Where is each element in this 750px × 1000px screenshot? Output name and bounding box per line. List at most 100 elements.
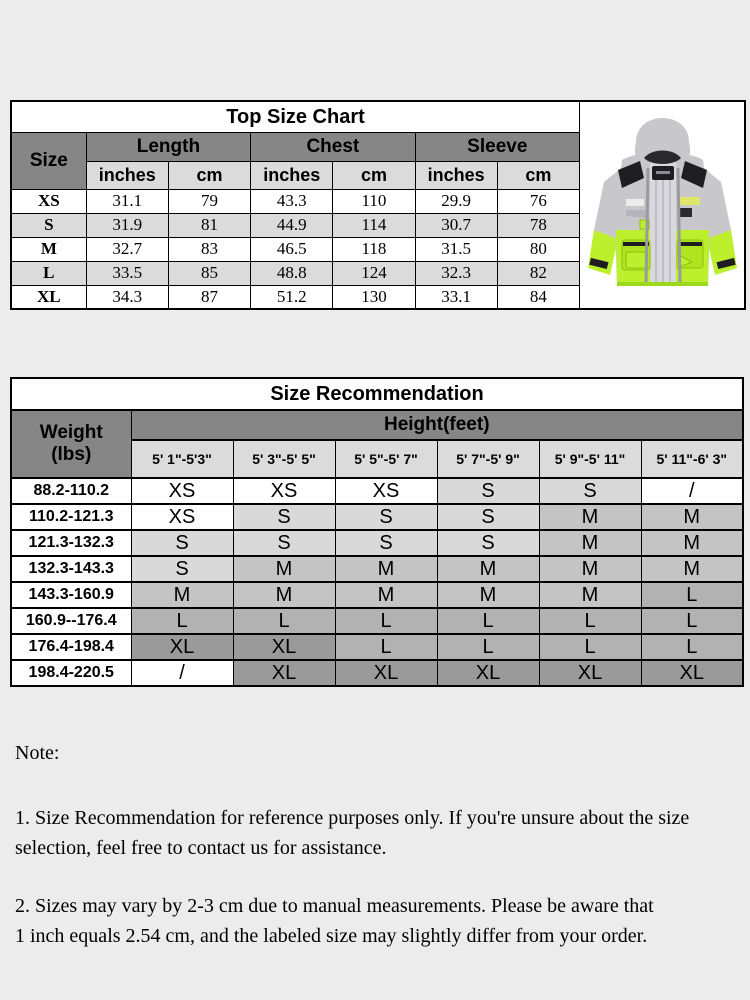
recommended-size: XL: [232, 633, 336, 661]
recommended-size: L: [640, 633, 744, 661]
value-cell: 33.5: [85, 260, 169, 286]
recommended-size: S: [232, 503, 336, 531]
recommended-size: /: [130, 659, 234, 687]
recommended-size: L: [538, 607, 642, 635]
recommended-size: S: [334, 503, 438, 531]
subheader-inches: inches: [250, 160, 334, 190]
subheader-cm: cm: [167, 160, 252, 190]
recommended-size: M: [538, 529, 642, 557]
recommended-size: L: [538, 633, 642, 661]
col-header-length: Length: [85, 132, 252, 162]
size-label: M: [10, 236, 87, 262]
notes-section: Note: 1. Size Recommendation for referen…: [15, 742, 737, 979]
recommended-size: S: [538, 477, 642, 505]
col-header-size: Size: [10, 132, 87, 190]
recommended-size: XS: [130, 503, 234, 531]
value-cell: 31.1: [85, 188, 169, 214]
size-label: L: [10, 260, 87, 286]
height-range: 5' 3"-5' 5": [232, 439, 336, 479]
recommended-size: XS: [334, 477, 438, 505]
subheader-inches: inches: [85, 160, 169, 190]
height-range: 5' 1"-5'3": [130, 439, 234, 479]
value-cell: 44.9: [250, 212, 334, 238]
recommended-size: XL: [436, 659, 540, 687]
height-range: 5' 5"-5' 7": [334, 439, 438, 479]
value-cell: 48.8: [250, 260, 334, 286]
recommended-size: L: [436, 607, 540, 635]
recommended-size: L: [334, 607, 438, 635]
recommended-size: L: [232, 607, 336, 635]
recommended-size: XL: [538, 659, 642, 687]
value-cell: 31.9: [85, 212, 169, 238]
value-cell: 82: [496, 260, 581, 286]
value-cell: 78: [496, 212, 581, 238]
value-cell: 87: [167, 284, 252, 310]
size-recommendation-table: Size Recommendation Weight (lbs) Height(…: [10, 377, 745, 687]
weight-range: 143.3-160.9: [10, 581, 132, 609]
value-cell: 84: [496, 284, 581, 310]
recommended-size: XS: [130, 477, 234, 505]
recommended-size: XL: [232, 659, 336, 687]
size-label: XS: [10, 188, 87, 214]
weight-range: 176.4-198.4: [10, 633, 132, 661]
recommended-size: M: [232, 555, 336, 583]
recommended-size: M: [334, 581, 438, 609]
subheader-cm: cm: [496, 160, 581, 190]
weight-range: 121.3-132.3: [10, 529, 132, 557]
value-cell: 114: [332, 212, 416, 238]
recommended-size: S: [130, 529, 234, 557]
value-cell: 29.9: [414, 188, 498, 214]
recommended-size: L: [130, 607, 234, 635]
value-cell: 130: [332, 284, 416, 310]
value-cell: 85: [167, 260, 252, 286]
recommended-size: L: [436, 633, 540, 661]
value-cell: 31.5: [414, 236, 498, 262]
height-header: Height(feet): [130, 409, 744, 441]
value-cell: 30.7: [414, 212, 498, 238]
value-cell: 80: [496, 236, 581, 262]
size-label: XL: [10, 284, 87, 310]
value-cell: 46.5: [250, 236, 334, 262]
size-label: S: [10, 212, 87, 238]
weight-header: Weight (lbs): [10, 409, 132, 479]
value-cell: 124: [332, 260, 416, 286]
note-1: 1. Size Recommendation for reference pur…: [15, 807, 690, 859]
height-range: 5' 7"-5' 9": [436, 439, 540, 479]
recommended-size: M: [334, 555, 438, 583]
recommended-size: XL: [130, 633, 234, 661]
recommended-size: M: [232, 581, 336, 609]
weight-range: 160.9--176.4: [10, 607, 132, 635]
recommended-size: M: [640, 555, 744, 583]
value-cell: 33.1: [414, 284, 498, 310]
col-header-chest: Chest: [250, 132, 416, 162]
recommended-size: XS: [232, 477, 336, 505]
recommended-size: S: [232, 529, 336, 557]
weight-range: 110.2-121.3: [10, 503, 132, 531]
top-chart-title: Top Size Chart: [10, 100, 581, 133]
subheader-cm: cm: [332, 160, 416, 190]
recommendation-title: Size Recommendation: [10, 377, 744, 411]
value-cell: 32.3: [414, 260, 498, 286]
recommended-size: S: [436, 477, 540, 505]
recommended-size: M: [436, 555, 540, 583]
value-cell: 81: [167, 212, 252, 238]
recommended-size: S: [130, 555, 234, 583]
recommended-size: XL: [334, 659, 438, 687]
recommended-size: XL: [640, 659, 744, 687]
height-range: 5' 9"-5' 11": [538, 439, 642, 479]
recommended-size: L: [640, 607, 744, 635]
weight-range: 132.3-143.3: [10, 555, 132, 583]
weight-range: 198.4-220.5: [10, 659, 132, 687]
note-2: 2. Sizes may vary by 2-3 cm due to manua…: [15, 895, 654, 947]
recommended-size: L: [334, 633, 438, 661]
recommended-size: M: [640, 529, 744, 557]
value-cell: 32.7: [85, 236, 169, 262]
recommended-size: /: [640, 477, 744, 505]
col-header-sleeve: Sleeve: [414, 132, 581, 162]
recommended-size: L: [640, 581, 744, 609]
recommended-size: M: [538, 503, 642, 531]
value-cell: 110: [332, 188, 416, 214]
top-size-chart-table: Top Size Chart: [10, 100, 746, 310]
value-cell: 118: [332, 236, 416, 262]
jacket-illustration: [587, 118, 737, 286]
